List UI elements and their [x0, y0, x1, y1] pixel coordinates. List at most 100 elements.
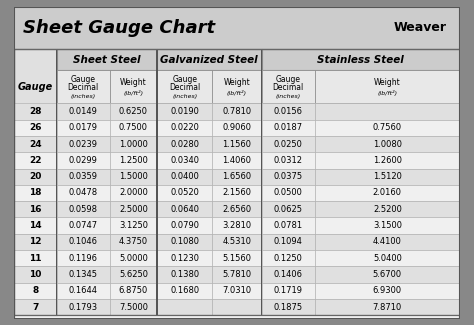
Bar: [315, 250, 460, 266]
Text: (lb/ft²): (lb/ft²): [227, 90, 247, 97]
Text: (inches): (inches): [275, 94, 301, 98]
Text: 2.0000: 2.0000: [119, 188, 148, 198]
Bar: [262, 120, 315, 136]
Bar: [262, 71, 315, 103]
Bar: [110, 120, 157, 136]
Text: Decimal: Decimal: [273, 83, 304, 92]
Bar: [14, 49, 56, 315]
Bar: [262, 49, 460, 71]
Text: 2.6560: 2.6560: [222, 205, 252, 214]
Text: 18: 18: [29, 188, 42, 198]
Bar: [315, 217, 460, 234]
Text: Gauge: Gauge: [172, 75, 197, 84]
Bar: [262, 266, 315, 283]
Bar: [56, 217, 110, 234]
Bar: [110, 234, 157, 250]
Text: Stainless Steel: Stainless Steel: [317, 55, 404, 65]
Text: 1.1560: 1.1560: [222, 139, 252, 149]
Text: (inches): (inches): [172, 94, 197, 98]
Text: 0.0625: 0.0625: [274, 205, 303, 214]
Text: 3.1250: 3.1250: [119, 221, 148, 230]
Bar: [262, 136, 315, 152]
Text: 1.2500: 1.2500: [119, 156, 148, 165]
Text: 0.6250: 0.6250: [119, 107, 148, 116]
Bar: [262, 299, 315, 315]
Bar: [262, 201, 315, 217]
Bar: [56, 266, 110, 283]
Bar: [56, 299, 110, 315]
Text: Galvanized Steel: Galvanized Steel: [160, 55, 258, 65]
Text: 0.0312: 0.0312: [274, 156, 303, 165]
Bar: [110, 217, 157, 234]
Text: 5.7810: 5.7810: [222, 270, 252, 279]
Bar: [315, 152, 460, 168]
Text: 1.4060: 1.4060: [222, 156, 252, 165]
Text: 4.5310: 4.5310: [222, 238, 252, 246]
Text: 2.0160: 2.0160: [373, 188, 402, 198]
Text: 0.1230: 0.1230: [170, 254, 199, 263]
Bar: [262, 103, 315, 120]
Text: Sheet Steel: Sheet Steel: [73, 55, 140, 65]
Bar: [110, 168, 157, 185]
Text: 2.5000: 2.5000: [119, 205, 148, 214]
Bar: [14, 266, 56, 283]
Bar: [56, 49, 157, 71]
Bar: [212, 250, 262, 266]
Text: 0.1080: 0.1080: [170, 238, 199, 246]
Text: Sheet Gauge Chart: Sheet Gauge Chart: [23, 19, 215, 37]
Bar: [157, 103, 212, 120]
Text: 7: 7: [32, 303, 38, 312]
Text: 24: 24: [29, 139, 42, 149]
Text: 0.0220: 0.0220: [170, 123, 199, 132]
Bar: [56, 250, 110, 266]
Text: 12: 12: [29, 238, 42, 246]
Bar: [315, 185, 460, 201]
Bar: [56, 136, 110, 152]
Text: Weight: Weight: [224, 78, 250, 87]
Text: 22: 22: [29, 156, 42, 165]
Bar: [315, 168, 460, 185]
Text: 0.1406: 0.1406: [274, 270, 303, 279]
Text: Gauge: Gauge: [276, 75, 301, 84]
Text: 20: 20: [29, 172, 42, 181]
Bar: [157, 49, 262, 71]
Text: 0.0156: 0.0156: [274, 107, 303, 116]
Bar: [262, 185, 315, 201]
Bar: [212, 120, 262, 136]
Text: 0.0400: 0.0400: [170, 172, 199, 181]
Text: 5.0400: 5.0400: [373, 254, 402, 263]
Bar: [56, 201, 110, 217]
Text: 3.2810: 3.2810: [222, 221, 252, 230]
Text: 0.0280: 0.0280: [170, 139, 199, 149]
Bar: [14, 49, 460, 315]
Text: 0.0598: 0.0598: [69, 205, 98, 214]
Text: 0.7500: 0.7500: [119, 123, 148, 132]
Bar: [56, 283, 110, 299]
Bar: [212, 103, 262, 120]
Bar: [157, 217, 212, 234]
Bar: [110, 201, 157, 217]
Text: 0.0149: 0.0149: [69, 107, 98, 116]
Bar: [157, 152, 212, 168]
Bar: [262, 283, 315, 299]
Text: Gauge: Gauge: [71, 75, 96, 84]
Text: 0.0781: 0.0781: [273, 221, 303, 230]
Bar: [315, 234, 460, 250]
Text: 5.6700: 5.6700: [373, 270, 402, 279]
Text: 0.1875: 0.1875: [273, 303, 303, 312]
Bar: [262, 250, 315, 266]
Text: 0.7560: 0.7560: [373, 123, 402, 132]
Bar: [212, 217, 262, 234]
Text: Decimal: Decimal: [169, 83, 201, 92]
Bar: [156, 49, 158, 315]
Text: 5.6250: 5.6250: [119, 270, 148, 279]
Bar: [315, 201, 460, 217]
Bar: [14, 201, 56, 217]
Text: Decimal: Decimal: [68, 83, 99, 92]
Text: 0.0747: 0.0747: [69, 221, 98, 230]
Text: Gauge: Gauge: [18, 82, 53, 92]
Text: 0.7810: 0.7810: [222, 107, 252, 116]
Bar: [212, 152, 262, 168]
Bar: [315, 266, 460, 283]
Text: 0.0299: 0.0299: [69, 156, 98, 165]
